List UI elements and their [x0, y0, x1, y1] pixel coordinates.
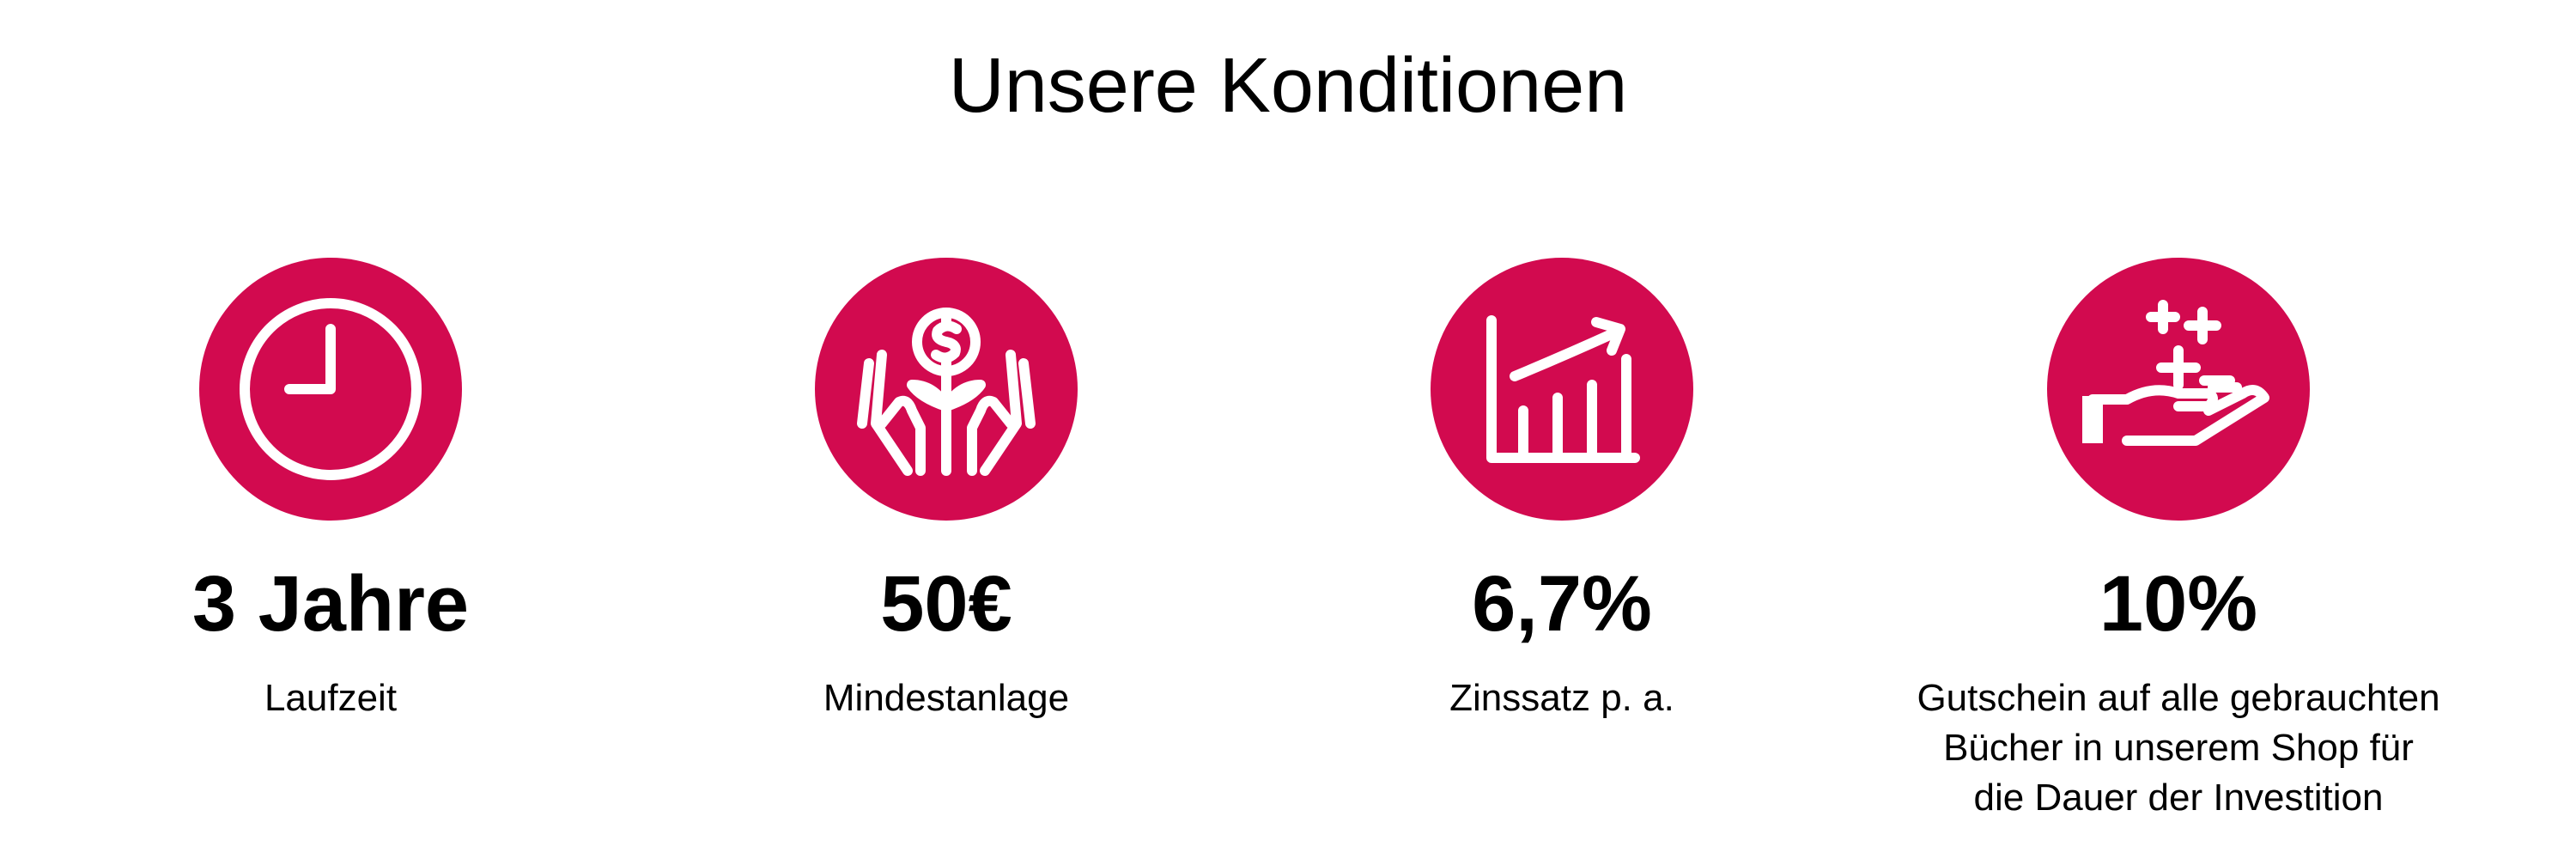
- condition-value: 10%: [2099, 560, 2258, 648]
- condition-label: Laufzeit: [0, 673, 717, 723]
- plant-icon: [815, 258, 1078, 521]
- condition-label: Mindestanlage: [560, 673, 1333, 723]
- condition-value: 50€: [880, 560, 1012, 648]
- label-line: Mindestanlage: [823, 677, 1070, 719]
- label-line: Laufzeit: [264, 677, 398, 719]
- bonus-hand-icon: [2047, 258, 2310, 521]
- condition-label: Zinssatz p. a.: [1176, 673, 1948, 723]
- condition-label: Gutschein auf alle gebrauchten Bücher in …: [1792, 673, 2565, 823]
- label-line: die Dauer der Investition: [1973, 777, 2384, 819]
- label-line: Bücher in unserem Shop für: [1943, 727, 2414, 769]
- condition-value: 3 Jahre: [191, 560, 470, 648]
- clock-icon: [199, 258, 462, 521]
- label-line: Zinssatz p. a.: [1449, 677, 1674, 719]
- condition-value: 6,7%: [1472, 560, 1652, 648]
- label-line: Gutschein auf alle gebrauchten: [1917, 677, 2440, 719]
- section-title: Unsere Konditionen: [948, 43, 1628, 129]
- growth-chart-icon: [1431, 258, 1693, 521]
